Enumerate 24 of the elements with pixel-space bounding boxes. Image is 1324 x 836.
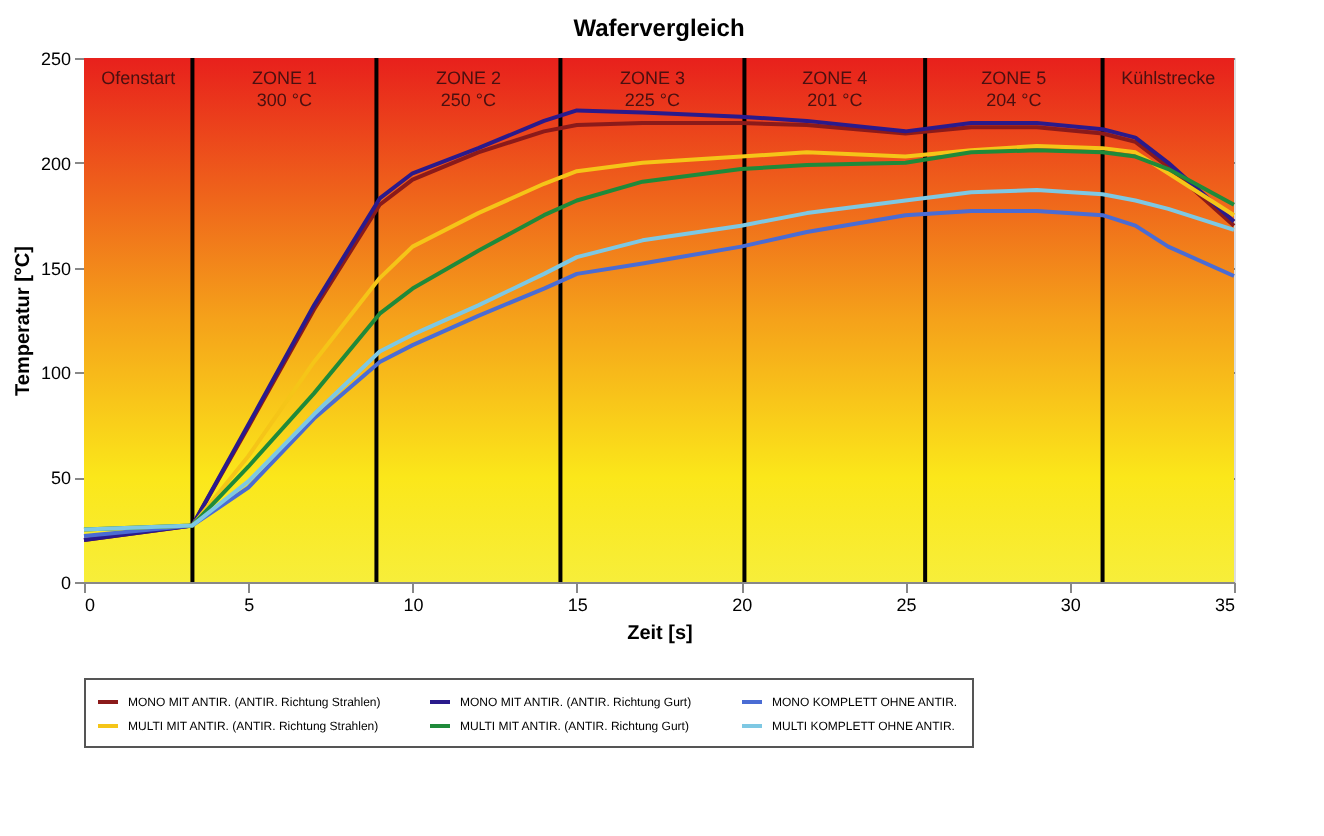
y-tick-label: 250 <box>40 49 71 69</box>
annotation: Kühlstrecke <box>1121 68 1216 88</box>
chart-title: Wafervergleich <box>573 14 745 42</box>
x-tick-label: 30 <box>1060 595 1081 615</box>
x-tick-label: 15 <box>567 595 588 615</box>
annotation: ZONE 2 250 °C <box>435 68 501 110</box>
annotation: Ofenstart <box>101 68 177 88</box>
x-tick-label: 10 <box>403 595 424 615</box>
y-tick-label: 150 <box>40 258 71 279</box>
x-tick-label: 35 <box>1214 595 1235 615</box>
y-tick-label: 50 <box>50 468 71 489</box>
annotation: ZONE 4 201 °C <box>802 68 868 110</box>
annotation: ZONE 1 300 °C <box>251 68 317 110</box>
y-tick-label: 100 <box>40 363 71 384</box>
y-tick-label: 200 <box>40 153 71 174</box>
annotation: ZONE 3 225 °C <box>619 68 685 110</box>
x-tick-label: 0 <box>85 595 96 615</box>
y-tick-label: 0 <box>60 573 71 593</box>
x-tick-label: 5 <box>244 595 255 615</box>
x-axis-title: Zeit [s] <box>627 623 693 645</box>
x-tick-label: 20 <box>732 595 753 615</box>
x-tick-label: 25 <box>896 595 917 615</box>
annotation: ZONE 5 204 °C <box>981 68 1047 110</box>
y-axis-title: Temperatur [°C] <box>12 246 35 396</box>
